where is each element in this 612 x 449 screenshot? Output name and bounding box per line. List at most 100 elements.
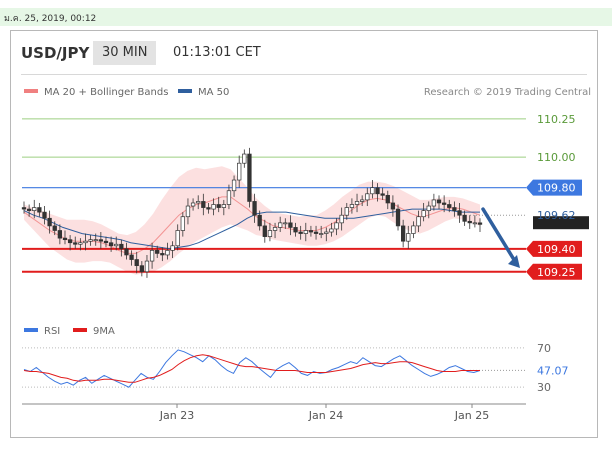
timeframe-badge[interactable]: 30 MIN bbox=[93, 41, 157, 65]
candle-body bbox=[216, 204, 221, 208]
candle-body bbox=[380, 193, 385, 196]
candle-body bbox=[313, 231, 319, 234]
price-pane: 110.25 110.00 109.80 109.40 109.25 109.62 bbox=[21, 113, 589, 280]
symbol-title: USD/JPY bbox=[21, 44, 90, 62]
candle-body bbox=[447, 204, 452, 208]
time-axis: Jan 23 Jan 24 Jan 25 bbox=[159, 404, 489, 422]
candle-body bbox=[426, 205, 431, 211]
candle-body bbox=[37, 207, 42, 213]
current-price-tag-dark bbox=[533, 216, 589, 230]
bollinger-bands bbox=[23, 166, 481, 275]
rsi-pane: 70 30 47.07 bbox=[22, 342, 569, 394]
candle-body bbox=[247, 153, 252, 202]
header-divider bbox=[21, 74, 587, 75]
candle-body bbox=[472, 222, 478, 225]
candle-body bbox=[78, 242, 83, 245]
bollinger-band-fill bbox=[24, 166, 480, 275]
rsi-ma-legend-swatch bbox=[73, 328, 87, 332]
level-label-110.25: 110.25 bbox=[537, 113, 576, 126]
level-tag-109.40 bbox=[526, 240, 582, 257]
rsi-legend-label: RSI bbox=[44, 326, 60, 337]
rsi-ref-label-70: 70 bbox=[537, 342, 551, 355]
candle-body bbox=[365, 193, 370, 201]
forecast-arrow bbox=[481, 207, 520, 268]
candle-body bbox=[385, 194, 390, 204]
candle-body bbox=[185, 205, 191, 218]
time-tick-label: Jan 25 bbox=[454, 409, 489, 422]
candle-body bbox=[329, 228, 334, 233]
candle-body bbox=[114, 243, 119, 247]
candle-body bbox=[47, 217, 52, 227]
rsi-series-rsi bbox=[23, 349, 481, 388]
forecast-arrow-shaft bbox=[481, 207, 518, 265]
candle-body bbox=[390, 202, 396, 210]
candle-body bbox=[21, 207, 27, 210]
level-label-109.25: 109.25 bbox=[537, 266, 576, 279]
candle-body bbox=[201, 201, 206, 208]
level-label-109.80: 109.80 bbox=[537, 182, 576, 195]
timestamp-bar: ม.ค. 25, 2019, 00:12 bbox=[0, 8, 612, 26]
candle-body bbox=[119, 243, 124, 250]
candle-body bbox=[88, 239, 93, 242]
candle-body bbox=[160, 253, 165, 256]
candle-body bbox=[360, 199, 365, 202]
candle-body bbox=[237, 162, 242, 181]
price-levels bbox=[22, 118, 526, 273]
candle-body bbox=[293, 227, 298, 233]
candle-body bbox=[42, 211, 47, 219]
candle-body bbox=[354, 201, 360, 205]
candle-body bbox=[298, 231, 303, 234]
candle-body bbox=[32, 207, 37, 211]
candle-body bbox=[62, 237, 68, 241]
candle-body bbox=[93, 239, 98, 242]
candle-body bbox=[98, 239, 104, 242]
level-label-109.40: 109.40 bbox=[537, 243, 576, 256]
timestamp: ม.ค. 25, 2019, 00:12 bbox=[4, 14, 97, 24]
candle-body bbox=[416, 216, 421, 227]
candle-body bbox=[252, 201, 257, 216]
candle-body bbox=[170, 245, 175, 251]
candle-body bbox=[129, 254, 134, 260]
candle-body bbox=[467, 220, 472, 224]
bollinger-legend-swatch bbox=[24, 89, 38, 93]
candle-body bbox=[149, 250, 155, 262]
chart-time: 01:13:01 CET bbox=[173, 45, 261, 60]
candles bbox=[21, 147, 483, 278]
candle-body bbox=[165, 250, 170, 256]
candle-body bbox=[370, 187, 375, 195]
candle-body bbox=[221, 204, 226, 208]
candle-body bbox=[272, 227, 278, 231]
candle-body bbox=[278, 222, 283, 228]
candle-body bbox=[375, 187, 380, 195]
rsi-legend-swatch bbox=[24, 328, 38, 332]
candle-body bbox=[144, 260, 150, 273]
candle-body bbox=[67, 239, 73, 244]
rsi-series-9ma bbox=[23, 354, 480, 383]
rsi-current-value: 47.07 bbox=[537, 364, 569, 377]
ma50-legend-swatch bbox=[178, 89, 192, 93]
price-legend: MA 20 + Bollinger Bands MA 50 Research ©… bbox=[24, 87, 591, 98]
rsi-ref-label-30: 30 bbox=[537, 381, 551, 394]
candle-body bbox=[231, 179, 237, 192]
candle-body bbox=[206, 207, 211, 210]
candle-body bbox=[344, 207, 349, 216]
candle-body bbox=[457, 210, 462, 216]
candle-body bbox=[124, 248, 129, 256]
candle-body bbox=[288, 222, 293, 228]
candle-body bbox=[103, 240, 109, 244]
candle-body bbox=[175, 230, 180, 247]
candle-body bbox=[52, 225, 57, 231]
candle-body bbox=[134, 259, 139, 267]
forecast-arrow-head bbox=[508, 254, 520, 268]
candle-body bbox=[462, 214, 467, 222]
ma50-legend-label: MA 50 bbox=[198, 87, 229, 98]
candle-body bbox=[196, 201, 201, 204]
candle-body bbox=[190, 202, 196, 207]
price-level-labels: 110.25 110.00 109.80 109.40 109.25 109.62 bbox=[526, 113, 589, 280]
level-label-110.00: 110.00 bbox=[537, 151, 576, 164]
candle-body bbox=[395, 208, 401, 227]
candle-body bbox=[267, 230, 273, 237]
candle-body bbox=[349, 204, 355, 208]
time-tick-label: Jan 24 bbox=[308, 409, 343, 422]
candle-body bbox=[436, 199, 442, 204]
